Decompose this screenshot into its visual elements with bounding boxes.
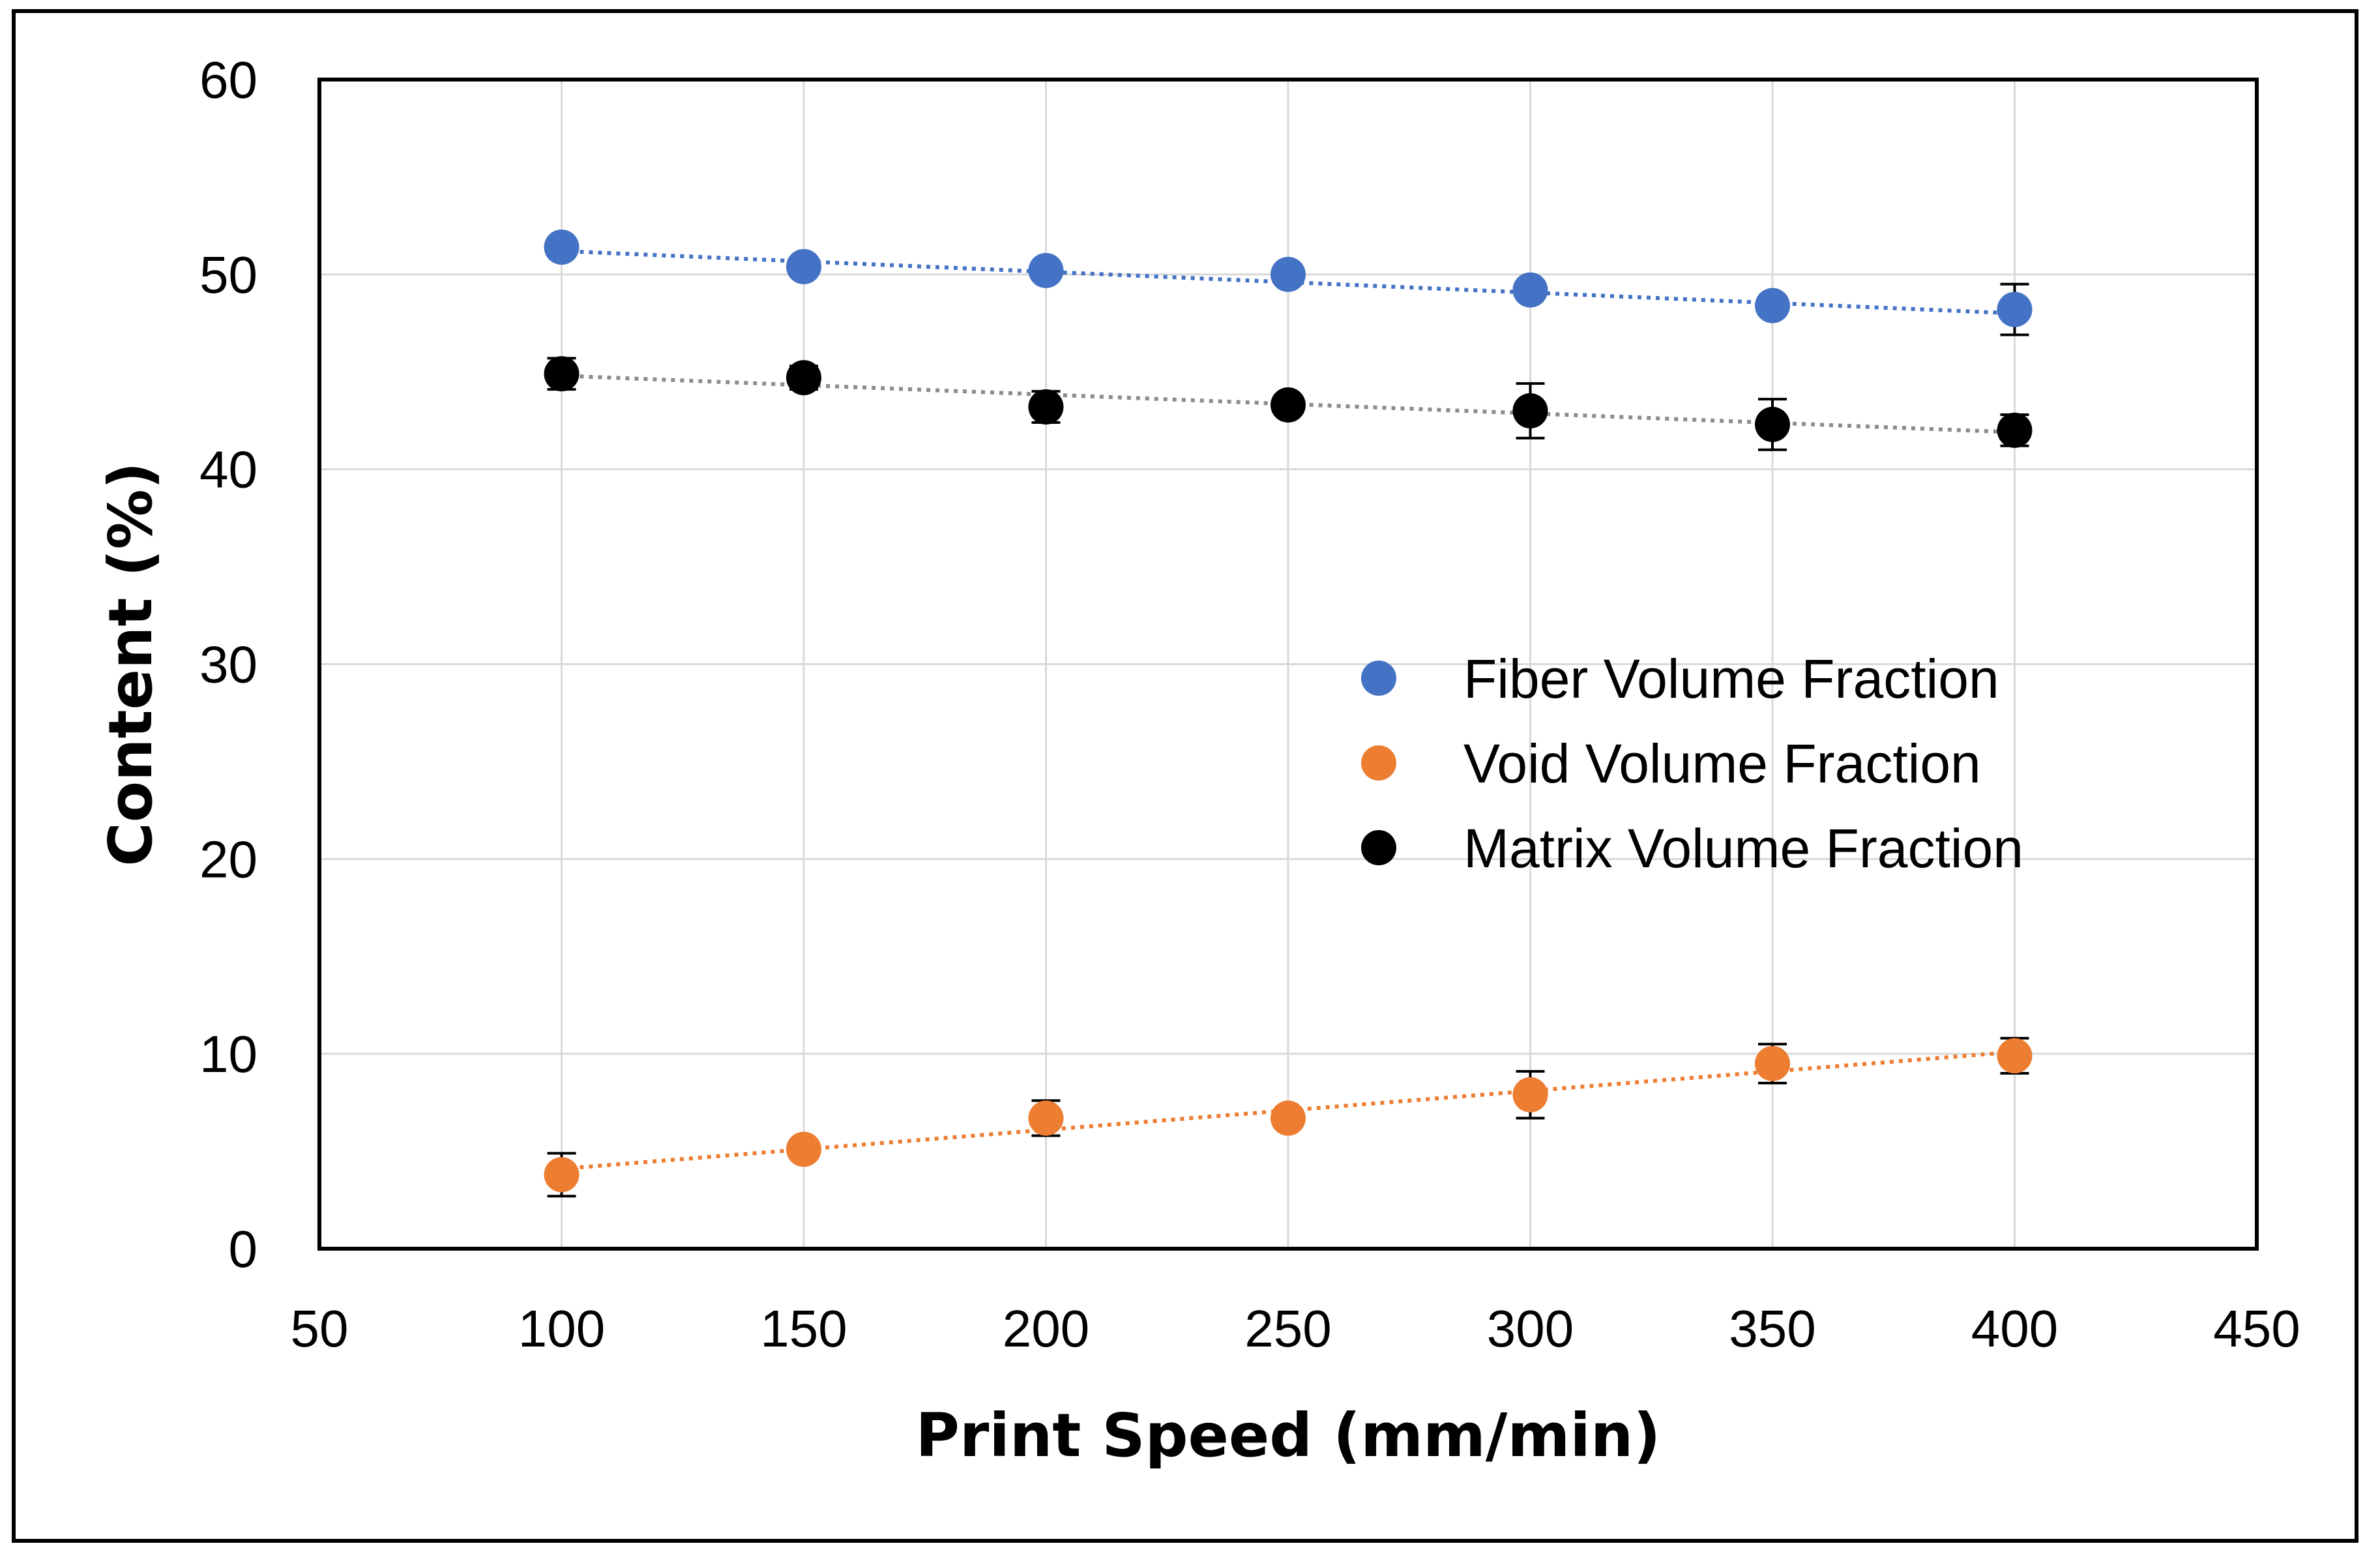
plot-area-border <box>317 78 2259 1251</box>
series-layer <box>544 229 2033 1198</box>
data-point <box>1271 387 1306 423</box>
data-point <box>786 1131 821 1167</box>
y-tick-label: 60 <box>199 51 257 109</box>
data-point <box>1997 291 2033 327</box>
data-point <box>1997 412 2033 448</box>
series-1 <box>544 1037 2033 1198</box>
y-axis-tick-labels: 0 10 20 30 40 50 60 <box>199 51 257 1278</box>
x-tick-label: 350 <box>1729 1300 1815 1358</box>
legend-label: Fiber Volume Fraction <box>1463 648 1999 709</box>
y-tick-label: 0 <box>229 1220 258 1278</box>
data-point <box>786 360 821 396</box>
legend-label: Matrix Volume Fraction <box>1463 818 2023 879</box>
data-point <box>1755 288 1790 323</box>
data-point <box>1271 256 1306 292</box>
data-point <box>1997 1038 2033 1074</box>
data-point <box>1028 1100 1064 1136</box>
x-tick-label: 150 <box>760 1300 847 1358</box>
series-2 <box>544 356 2033 451</box>
legend: Fiber Volume Fraction Void Volume Fractio… <box>1361 648 2023 879</box>
legend-marker <box>1361 661 1396 696</box>
legend-item: Void Volume Fraction <box>1361 733 1981 794</box>
data-point <box>1755 1046 1790 1082</box>
x-tick-label: 300 <box>1487 1300 1574 1358</box>
data-point <box>1512 393 1548 429</box>
data-point <box>544 1157 580 1193</box>
y-tick-label: 30 <box>199 636 257 694</box>
y-tick-label: 20 <box>199 830 257 888</box>
legend-marker <box>1361 745 1396 781</box>
legend-marker <box>1361 830 1396 865</box>
x-axis-title: Print Speed (mm/min) <box>916 1401 1661 1470</box>
x-axis-tick-labels: 50 100 150 200 250 300 350 400 450 <box>291 1300 2300 1358</box>
x-tick-label: 50 <box>291 1300 349 1358</box>
x-tick-label: 100 <box>518 1300 605 1358</box>
legend-item: Fiber Volume Fraction <box>1361 648 1999 709</box>
x-tick-label: 250 <box>1244 1300 1331 1358</box>
data-point <box>1028 252 1064 288</box>
data-point <box>1271 1100 1306 1136</box>
legend-label: Void Volume Fraction <box>1463 733 1981 794</box>
data-point <box>544 229 580 265</box>
y-axis-title: Content (%) <box>96 462 166 866</box>
data-point <box>786 248 821 284</box>
y-tick-label: 50 <box>199 246 257 304</box>
data-point <box>1028 389 1064 425</box>
y-tick-label: 40 <box>199 441 257 499</box>
x-tick-label: 200 <box>1003 1300 1089 1358</box>
y-tick-label: 10 <box>199 1025 257 1083</box>
x-tick-label: 450 <box>2213 1300 2300 1358</box>
series-0 <box>544 229 2033 336</box>
x-tick-label: 400 <box>1971 1300 2058 1358</box>
chart-frame <box>12 9 2358 1543</box>
data-point <box>1512 1077 1548 1112</box>
legend-item: Matrix Volume Fraction <box>1361 818 2023 879</box>
data-point <box>1755 406 1790 442</box>
data-point <box>1512 272 1548 308</box>
data-point <box>544 356 580 392</box>
